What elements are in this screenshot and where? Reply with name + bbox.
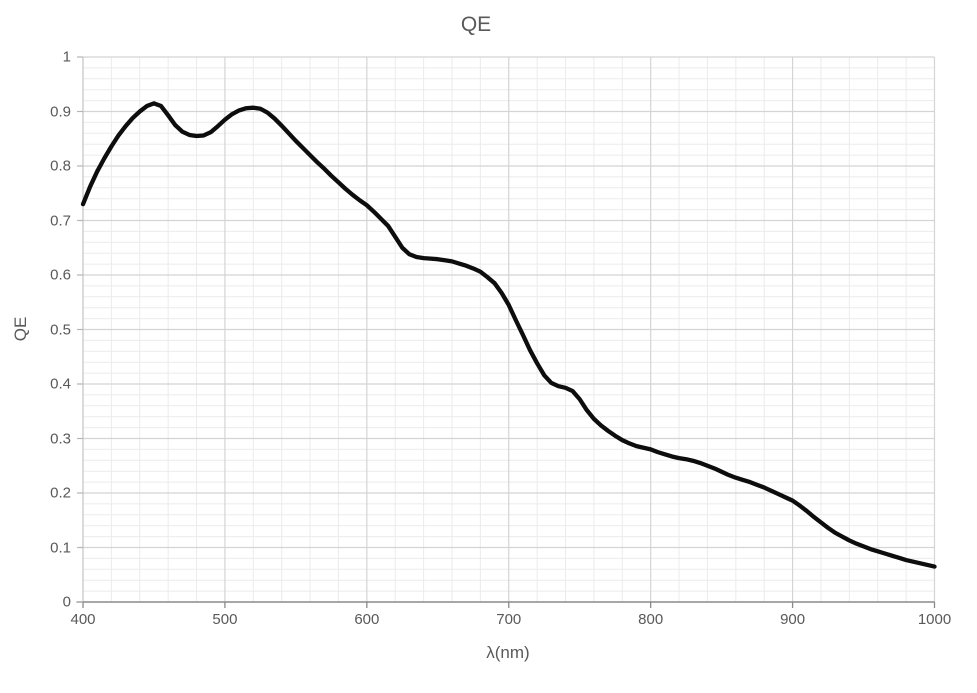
qe-curve-line [80,101,937,569]
y-tick-label: 0 [62,593,71,611]
x-tick-label: 800 [638,611,664,628]
y-tick-label: 0.9 [50,103,71,120]
y-tick-label: 0.8 [50,157,71,175]
x-tick-label: 600 [354,611,380,628]
chart-title: QE [460,13,492,36]
y-tick-label: 1 [62,48,71,66]
x-tick-label: 900 [780,611,806,628]
x-tick-label: 500 [212,611,238,628]
x-tick-label: 1000 [917,611,952,628]
x-tick-label: 700 [496,611,522,628]
x-tick-label: 400 [70,611,96,628]
y-tick-label: 0.1 [50,539,71,556]
y-tick-label: 0.6 [50,266,71,284]
y-tick-label: 0.2 [50,484,71,502]
y-axis-title: QE [11,316,30,342]
axis-tick-marks [77,56,936,608]
major-gridlines [82,56,936,602]
x-axis-title: λ(nm) [486,643,530,662]
y-tick-label: 0.3 [50,430,71,447]
y-tick-label: 0.5 [50,321,71,338]
y-tick-label: 0.4 [50,375,71,393]
y-tick-label: 0.7 [50,212,71,229]
